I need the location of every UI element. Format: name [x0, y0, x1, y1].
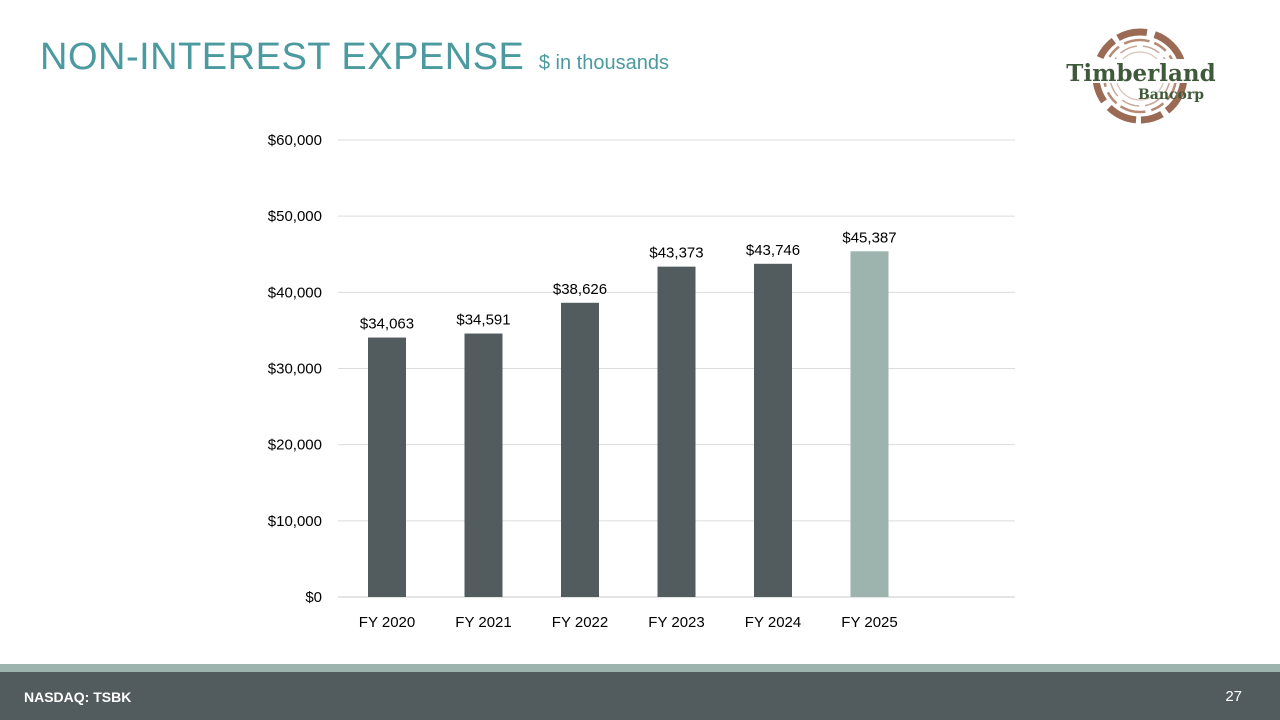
logo-text-bancorp: Bancorp	[1138, 87, 1204, 103]
data-label: $38,626	[553, 281, 607, 298]
bar	[368, 337, 406, 597]
data-label: $45,387	[842, 229, 896, 246]
footer-bar: NASDAQ: TSBK 27	[0, 672, 1280, 720]
y-tick-label: $50,000	[268, 208, 322, 225]
ticker-label: NASDAQ: TSBK	[24, 689, 132, 705]
x-tick-label: FY 2022	[552, 614, 608, 631]
x-tick-label: FY 2023	[648, 614, 704, 631]
x-tick-label: FY 2024	[745, 614, 801, 631]
bar	[754, 263, 792, 597]
y-tick-label: $30,000	[268, 361, 322, 378]
bar	[464, 333, 503, 597]
data-label: $34,591	[456, 312, 510, 329]
bar	[850, 251, 889, 597]
bar	[657, 266, 696, 597]
timberland-logo: Timberland Bancorp	[1066, 28, 1219, 124]
page-number: 27	[1225, 688, 1242, 705]
footer-accent-stripe	[0, 664, 1280, 672]
x-tick-label: FY 2021	[455, 614, 511, 631]
chart-subtitle: $ in thousands	[538, 52, 669, 74]
y-tick-label: $40,000	[268, 284, 322, 301]
chart-title: NON-INTEREST EXPENSE	[40, 36, 525, 78]
page-title: NON-INTEREST EXPENSE $ in thousands	[40, 36, 669, 79]
data-label: $34,063	[360, 316, 414, 333]
x-tick-label: FY 2020	[359, 614, 415, 631]
y-tick-label: $10,000	[268, 513, 322, 530]
logo-text-timberland: Timberland	[1066, 60, 1215, 87]
data-label: $43,746	[746, 242, 800, 259]
y-tick-label: $20,000	[268, 437, 322, 454]
y-tick-label: $60,000	[268, 132, 322, 149]
data-label: $43,373	[649, 245, 703, 262]
x-tick-label: FY 2025	[841, 614, 897, 631]
bar	[561, 302, 599, 597]
y-tick-label: $0	[305, 589, 322, 606]
